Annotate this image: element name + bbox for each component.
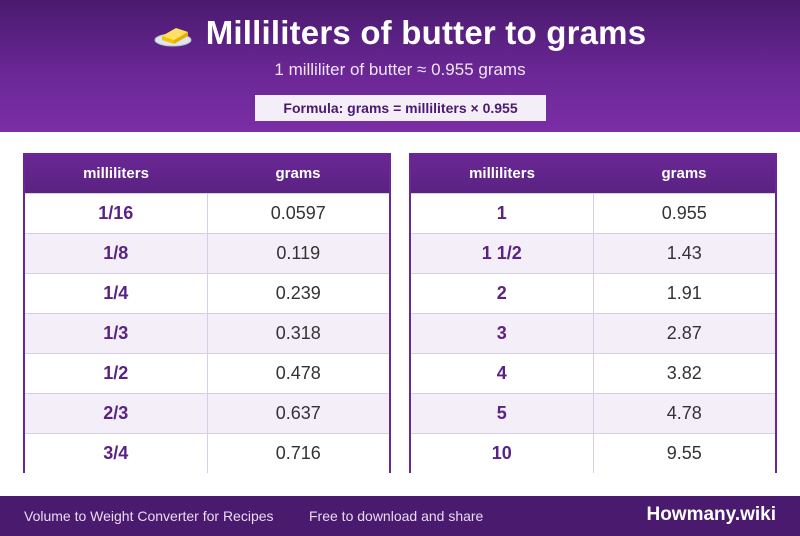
table-row: 1/8 0.119 [25,232,389,273]
grams-cell: 0.0597 [207,192,389,233]
milliliters-cell: 2/3 [25,392,208,433]
table-row: 2 1.91 [411,272,775,313]
table-row: 10 9.55 [411,432,775,473]
formula-badge: Formula: grams = milliliters × 0.955 [255,95,546,121]
table-row: 1/4 0.239 [25,272,389,313]
conversion-table-left: milliliters grams 1/16 0.0597 1/8 0.119 1/… [23,153,391,473]
brand-logo-text: Howmany.wiki [646,504,776,525]
column-header-grams: grams [275,165,321,183]
table-row: 1 1/2 1.43 [411,232,775,273]
milliliters-cell: 1/8 [25,232,208,273]
title-row: Milliliters of butter to grams [0,14,800,52]
column-header-milliliters: milliliters [469,165,535,183]
milliliters-cell: 4 [411,352,594,393]
grams-cell: 9.55 [593,432,775,473]
table-row: 5 4.78 [411,392,775,433]
table-row: 1/2 0.478 [25,352,389,393]
table-row: 3/4 0.716 [25,432,389,473]
milliliters-cell: 1/16 [25,192,208,233]
conversion-subtitle: 1 milliliter of butter ≈ 0.955 grams [274,60,526,79]
grams-cell: 1.43 [593,232,775,273]
page-title: Milliliters of butter to grams [205,14,647,51]
milliliters-cell: 10 [411,432,594,473]
grams-cell: 0.239 [207,272,389,313]
grams-cell: 0.955 [593,192,775,233]
milliliters-cell: 5 [411,392,594,433]
footer-bar: Volume to Weight Converter for Recipes F… [0,496,800,536]
milliliters-cell: 3 [411,312,594,353]
table-header-row: milliliters grams [411,155,775,193]
grams-cell: 0.119 [207,232,389,273]
milliliters-cell: 1/2 [25,352,208,393]
grams-cell: 1.91 [593,272,775,313]
table-row: 3 2.87 [411,312,775,353]
grams-cell: 2.87 [593,312,775,353]
table-row: 1 0.955 [411,192,775,233]
grams-cell: 0.478 [207,352,389,393]
table-header-row: milliliters grams [25,155,389,193]
table-row: 4 3.82 [411,352,775,393]
milliliters-cell: 1/3 [25,312,208,353]
milliliters-cell: 1 1/2 [411,232,594,273]
grams-cell: 0.637 [207,392,389,433]
header-banner: Milliliters of butter to grams 1 millili… [0,0,800,132]
grams-cell: 0.318 [207,312,389,353]
table-row: 1/16 0.0597 [25,192,389,233]
column-header-grams: grams [661,165,707,183]
footer-share-text: Free to download and share [309,508,484,524]
conversion-table-right: milliliters grams 1 0.955 1 1/2 1.43 2 1.91… [409,153,777,473]
milliliters-cell: 3/4 [25,432,208,473]
table-row: 2/3 0.637 [25,392,389,433]
milliliters-cell: 1 [411,192,594,233]
grams-cell: 3.82 [593,352,775,393]
table-row: 1/3 0.318 [25,312,389,353]
column-header-milliliters: milliliters [83,165,149,183]
milliliters-cell: 2 [411,272,594,313]
grams-cell: 0.716 [207,432,389,473]
footer-converter-text: Volume to Weight Converter for Recipes [24,508,274,524]
butter-icon [154,28,192,47]
milliliters-cell: 1/4 [25,272,208,313]
grams-cell: 4.78 [593,392,775,433]
